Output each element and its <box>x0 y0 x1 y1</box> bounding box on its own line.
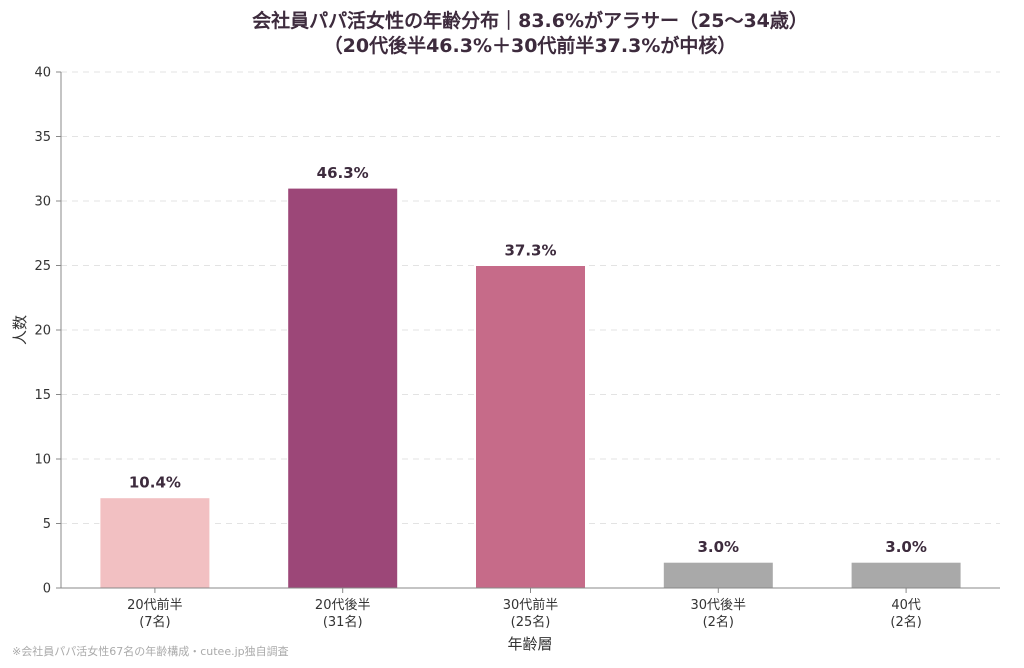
x-tick-label: 30代後半 <box>691 598 747 613</box>
x-tick-label: 30代前半 <box>503 597 559 613</box>
bar <box>475 265 586 589</box>
y-tick-label: 15 <box>34 388 51 403</box>
x-tick-label: 40代 <box>891 598 921 613</box>
x-axis-ticks: 20代前半(7名)20代後半(31名)30代前半(25名)30代後半(2名)40… <box>127 588 922 630</box>
bar <box>850 561 962 589</box>
gridlines <box>61 71 1000 524</box>
y-axis-ticks: 0 5 10 15 20 25 30 35 40 <box>34 66 61 597</box>
bar-data-label: 10.4% <box>129 474 181 492</box>
bar <box>287 187 399 589</box>
bar-data-label: 37.3% <box>504 242 556 260</box>
y-tick-label: 5 <box>43 517 51 532</box>
x-tick-count-label: (2名) <box>703 614 734 630</box>
chart-subtitle: （20代後半46.3%＋30代前半37.3%が中核） <box>324 34 737 57</box>
bar <box>662 561 774 589</box>
source-note: ※会社員パパ活女性67名の年齢構成・cutee.jp独自調査 <box>12 644 289 658</box>
y-axis-title: 人数 <box>11 315 29 345</box>
y-tick-label: 20 <box>34 324 51 339</box>
x-axis-title: 年齢層 <box>507 635 552 653</box>
bar-data-label: 46.3% <box>317 164 369 182</box>
bar-data-label: 3.0% <box>885 538 927 556</box>
x-tick-count-label: (31名) <box>323 614 363 630</box>
y-tick-label: 0 <box>43 582 51 597</box>
y-tick-label: 30 <box>34 195 51 210</box>
y-tick-label: 25 <box>34 259 51 274</box>
chart-title: 会社員パパ活女性の年齢分布｜83.6%がアラサー（25〜34歳） <box>252 9 808 32</box>
bar <box>99 497 211 589</box>
x-tick-count-label: (25名) <box>511 614 551 630</box>
y-tick-label: 40 <box>34 66 51 81</box>
data-labels: 10.4% 46.3% 37.3% 3.0% 3.0% <box>129 164 927 556</box>
x-tick-count-label: (7名) <box>139 614 170 630</box>
x-tick-label: 20代前半 <box>127 597 183 613</box>
x-tick-label: 20代後半 <box>315 598 371 613</box>
x-tick-count-label: (2名) <box>890 614 921 630</box>
bar-data-label: 3.0% <box>697 538 739 556</box>
y-tick-label: 10 <box>34 453 51 468</box>
y-tick-label: 35 <box>34 130 51 145</box>
